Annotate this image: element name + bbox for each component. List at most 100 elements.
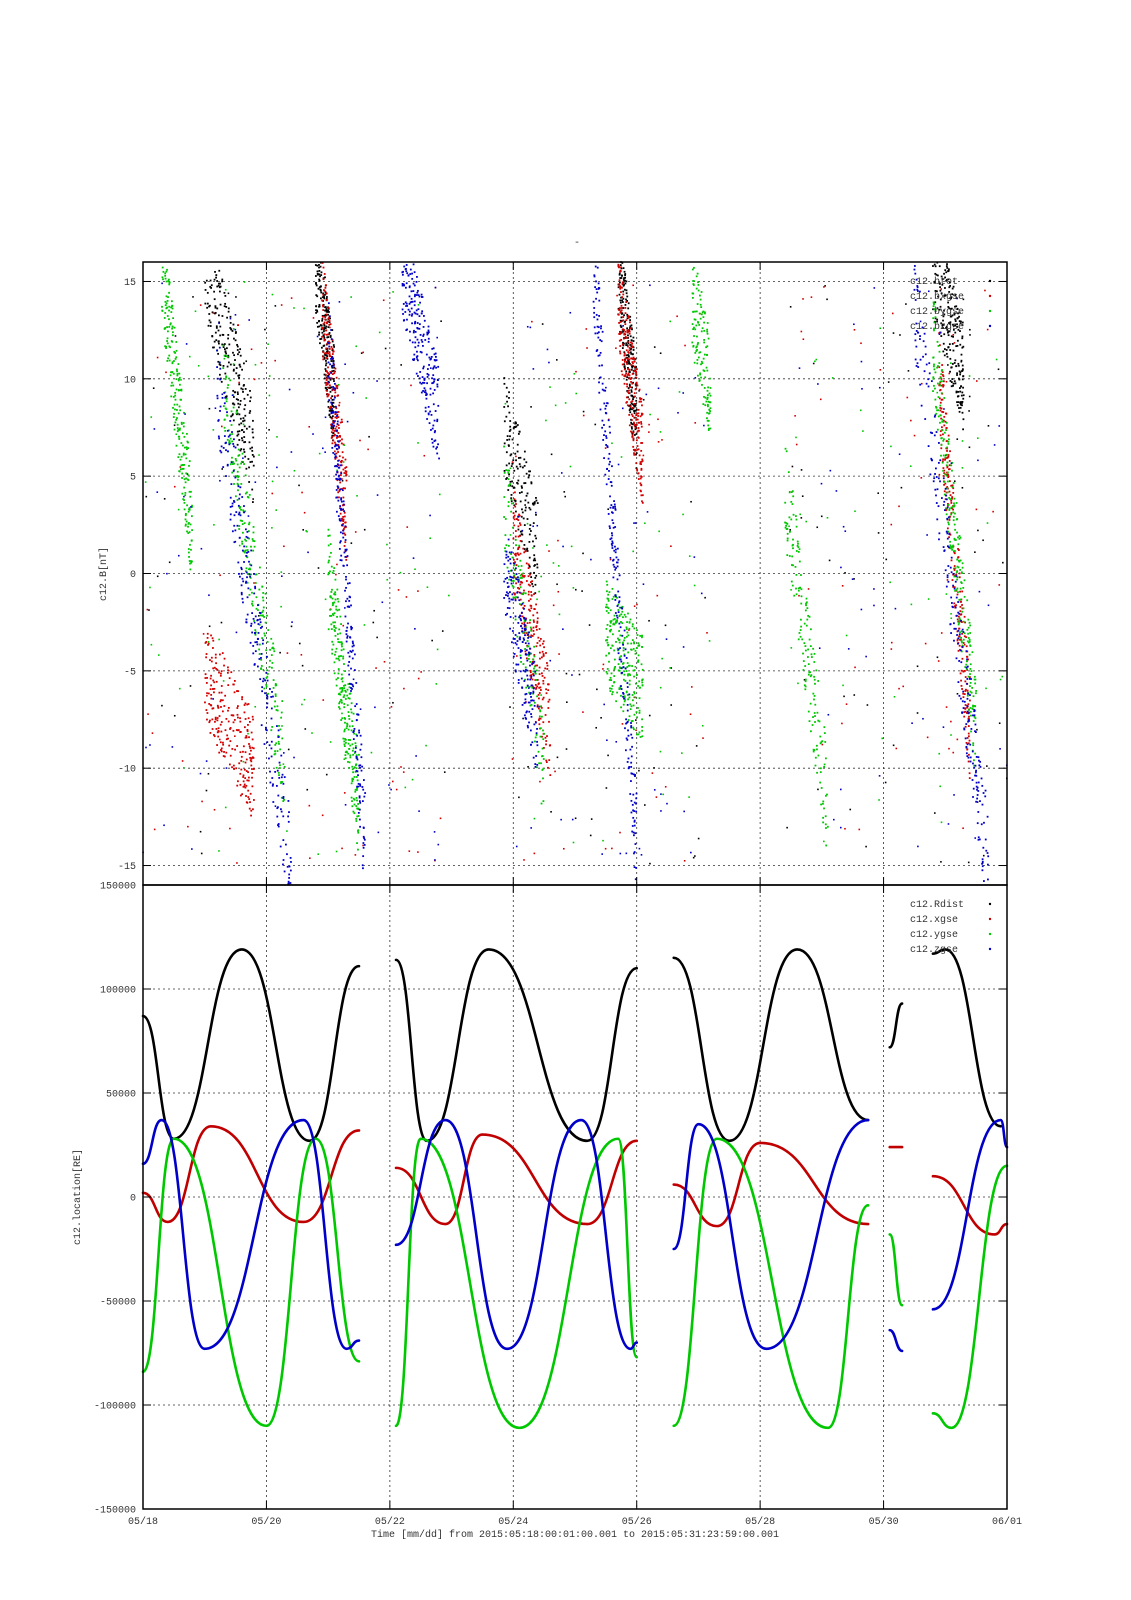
data-point	[172, 317, 174, 320]
data-point	[632, 448, 635, 451]
data-point	[215, 276, 218, 279]
data-point	[221, 710, 224, 713]
data-point	[630, 345, 633, 348]
data-point	[513, 576, 516, 579]
data-point	[340, 678, 343, 681]
data-point	[359, 801, 362, 804]
data-point	[534, 671, 537, 674]
data-point	[515, 465, 518, 468]
data-point	[632, 445, 635, 448]
data-point	[228, 677, 231, 680]
data-point	[519, 654, 522, 657]
data-point	[236, 349, 239, 351]
data-point	[236, 690, 238, 692]
data-point	[321, 262, 324, 264]
data-point	[625, 301, 628, 303]
data-point	[641, 500, 643, 503]
data-point	[950, 385, 953, 388]
data-point	[226, 438, 229, 441]
data-point	[969, 673, 971, 675]
data-point	[181, 472, 184, 475]
data-point	[431, 427, 434, 430]
data-point	[513, 504, 516, 507]
data-point	[511, 502, 513, 505]
data-point	[513, 486, 515, 489]
data-point	[954, 539, 957, 541]
data-point	[357, 774, 359, 777]
data-point	[219, 700, 222, 703]
data-point	[966, 640, 969, 643]
data-point	[959, 536, 962, 539]
data-point	[279, 764, 281, 767]
data-point	[346, 605, 349, 608]
data-point	[939, 430, 942, 433]
data-point	[346, 626, 349, 629]
data-point	[941, 364, 944, 366]
data-point	[942, 433, 944, 436]
data-point	[948, 464, 951, 467]
data-point	[605, 654, 608, 657]
data-point	[339, 559, 342, 561]
data-point	[535, 686, 538, 689]
data-point	[231, 505, 234, 508]
data-point	[234, 748, 236, 751]
data-point	[621, 274, 623, 277]
data-point	[533, 554, 536, 557]
data-point	[629, 408, 632, 410]
data-point	[240, 462, 243, 465]
data-point	[301, 664, 304, 667]
data-point	[619, 277, 622, 279]
data-point	[281, 773, 284, 776]
data-point	[628, 627, 631, 630]
data-point	[709, 387, 712, 389]
data-point	[631, 366, 634, 369]
data-point	[432, 392, 435, 395]
data-point	[619, 352, 622, 355]
data-point	[206, 636, 209, 639]
data-point	[705, 400, 708, 403]
data-point	[367, 448, 369, 451]
data-point	[948, 519, 951, 521]
data-point	[623, 368, 626, 371]
data-point	[229, 513, 232, 516]
data-point	[962, 386, 964, 389]
data-point	[317, 273, 319, 276]
data-point	[266, 675, 269, 678]
data-point	[327, 361, 330, 364]
data-point	[940, 447, 943, 450]
data-point	[527, 476, 530, 479]
data-point	[621, 286, 623, 289]
data-point	[629, 405, 632, 408]
data-point	[338, 518, 341, 520]
data-point	[932, 377, 935, 380]
data-point	[336, 465, 338, 468]
data-point	[950, 464, 953, 467]
data-point	[621, 262, 624, 264]
data-point	[239, 717, 241, 720]
data-point	[817, 788, 819, 791]
data-point	[635, 467, 638, 470]
data-point	[322, 345, 325, 347]
data-point	[518, 463, 521, 465]
data-point	[945, 593, 948, 595]
data-point	[959, 618, 962, 621]
data-point	[206, 676, 208, 679]
data-point	[342, 496, 345, 499]
data-point	[306, 530, 308, 533]
data-point	[517, 457, 520, 459]
data-point	[630, 426, 633, 428]
data-point	[515, 455, 517, 458]
data-point	[797, 638, 800, 641]
data-point	[965, 688, 967, 691]
data-point	[531, 686, 534, 689]
data-point	[960, 601, 962, 603]
data-point	[205, 279, 208, 282]
data-point	[235, 412, 238, 415]
data-point	[945, 509, 948, 512]
data-point	[184, 518, 187, 521]
data-point	[244, 551, 246, 554]
data-point	[351, 720, 354, 723]
data-point	[240, 591, 243, 594]
data-point	[708, 640, 711, 642]
data-point	[510, 497, 513, 500]
